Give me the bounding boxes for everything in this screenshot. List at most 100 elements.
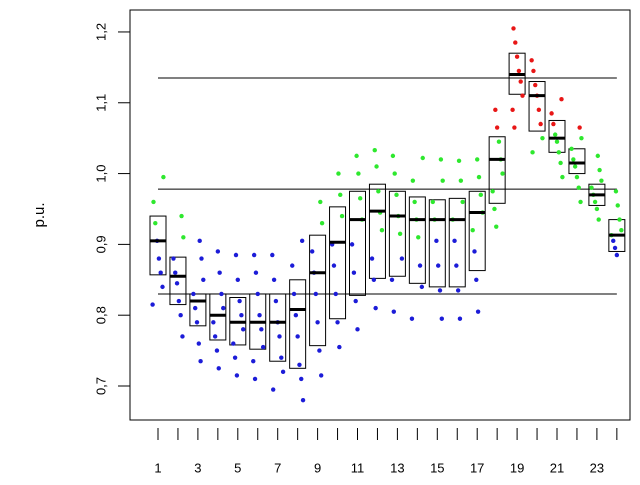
data-point	[376, 189, 381, 194]
box	[169, 256, 187, 306]
data-point	[351, 270, 357, 275]
data-point	[536, 107, 542, 113]
data-point	[260, 344, 266, 350]
data-point	[379, 228, 385, 233]
data-point	[493, 107, 498, 113]
data-point	[335, 320, 340, 325]
data-point	[313, 291, 318, 297]
data-point	[454, 263, 459, 268]
data-point	[191, 291, 196, 297]
y-tick-label: 1,2	[93, 23, 108, 41]
box	[428, 199, 446, 288]
x-tick-label: 19	[510, 460, 524, 475]
data-point	[430, 199, 435, 205]
data-point	[239, 312, 244, 318]
data-point	[578, 199, 583, 205]
data-point	[496, 139, 502, 144]
data-point	[216, 366, 221, 371]
y-tick-label: 0,8	[93, 306, 108, 324]
data-point	[299, 238, 305, 244]
data-point	[160, 284, 165, 290]
data-point	[492, 206, 497, 212]
data-point	[472, 249, 477, 254]
data-point	[596, 217, 601, 222]
data-point	[336, 171, 341, 176]
data-point	[251, 359, 256, 364]
data-point	[399, 256, 405, 261]
data-point	[394, 192, 399, 198]
y-axis-label: p.u.	[31, 202, 48, 227]
data-point	[516, 68, 522, 74]
box	[189, 293, 207, 327]
data-point	[217, 270, 222, 275]
x-tick-label: 17	[470, 460, 484, 475]
data-point	[273, 298, 279, 304]
data-point	[293, 312, 299, 318]
data-point	[551, 121, 556, 127]
x-tick-label: 5	[234, 460, 241, 475]
data-point	[419, 284, 425, 290]
data-point	[181, 235, 186, 240]
data-point	[233, 252, 239, 258]
data-point	[251, 252, 257, 258]
data-point	[456, 158, 462, 164]
data-point	[614, 252, 620, 258]
data-point	[234, 373, 240, 378]
data-point	[194, 320, 200, 325]
data-point	[372, 148, 377, 153]
data-point	[253, 270, 259, 275]
data-point	[279, 355, 284, 360]
box	[209, 293, 227, 341]
data-point	[559, 97, 564, 102]
box	[568, 148, 586, 175]
data-point	[554, 139, 560, 144]
data-point	[458, 178, 464, 183]
data-point	[231, 341, 236, 346]
data-point	[392, 171, 397, 176]
data-point	[576, 185, 581, 190]
box	[488, 136, 506, 204]
data-point	[470, 228, 475, 233]
data-point	[577, 125, 582, 130]
data-point	[440, 178, 445, 183]
data-point	[300, 397, 306, 403]
data-point	[457, 316, 463, 321]
data-point	[356, 171, 361, 176]
box	[149, 215, 167, 276]
data-point	[221, 305, 226, 311]
data-point	[518, 79, 523, 84]
data-point	[317, 348, 322, 353]
data-point	[255, 291, 260, 297]
box	[289, 279, 307, 369]
data-point	[197, 238, 202, 244]
data-point	[511, 26, 516, 31]
data-point	[337, 344, 342, 350]
data-point	[579, 135, 584, 141]
data-point	[531, 68, 536, 74]
data-point	[619, 228, 624, 233]
data-point	[211, 320, 216, 325]
y-tick-label: 1,0	[93, 165, 108, 183]
data-point	[237, 298, 242, 304]
data-point	[494, 224, 499, 229]
data-point	[613, 189, 619, 194]
data-point	[259, 327, 264, 332]
data-point	[611, 238, 616, 244]
data-point	[150, 302, 155, 307]
data-point	[438, 157, 444, 162]
data-point	[540, 135, 545, 141]
data-point	[412, 199, 417, 205]
data-point	[455, 288, 461, 293]
data-point	[574, 174, 580, 180]
data-point	[176, 298, 182, 304]
data-point	[500, 171, 505, 176]
data-point	[355, 327, 360, 332]
data-point	[193, 305, 198, 311]
x-tick-label: 21	[550, 460, 564, 475]
data-point	[389, 277, 395, 282]
data-point	[520, 93, 525, 98]
data-point	[277, 334, 282, 339]
data-point	[358, 196, 363, 201]
data-point	[241, 327, 246, 332]
